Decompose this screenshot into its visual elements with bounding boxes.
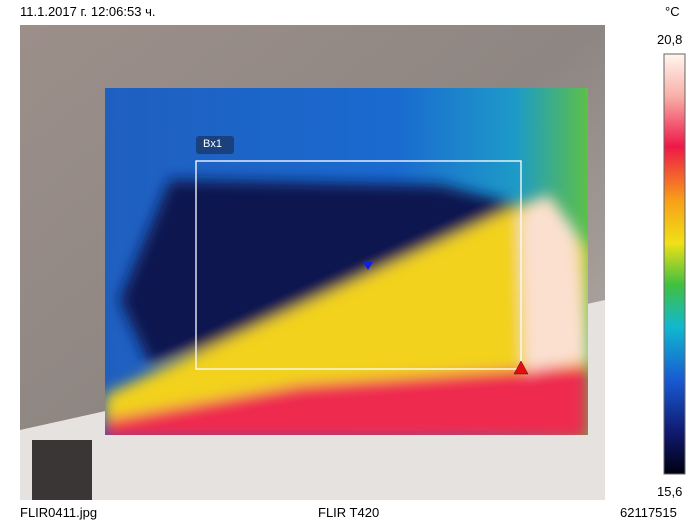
scale-max: 20,8 — [657, 32, 682, 47]
box-label: Bx1 — [203, 138, 222, 150]
color-scale — [664, 54, 685, 474]
serial-number: 62117515 — [620, 505, 677, 520]
thermal-overlay — [105, 88, 588, 440]
timestamp: 11.1.2017 г. 12:06:53 ч. — [20, 4, 155, 19]
thermal-report: 11.1.2017 г. 12:06:53 ч. °C 20,8 15,6 Bx… — [0, 0, 698, 525]
camera-model: FLIR T420 — [318, 505, 379, 520]
file-name: FLIR0411.jpg — [20, 505, 97, 520]
thermal-image — [0, 0, 698, 525]
scale-min: 15,6 — [657, 484, 682, 499]
scale-unit: °C — [665, 4, 680, 19]
vent — [32, 440, 92, 500]
